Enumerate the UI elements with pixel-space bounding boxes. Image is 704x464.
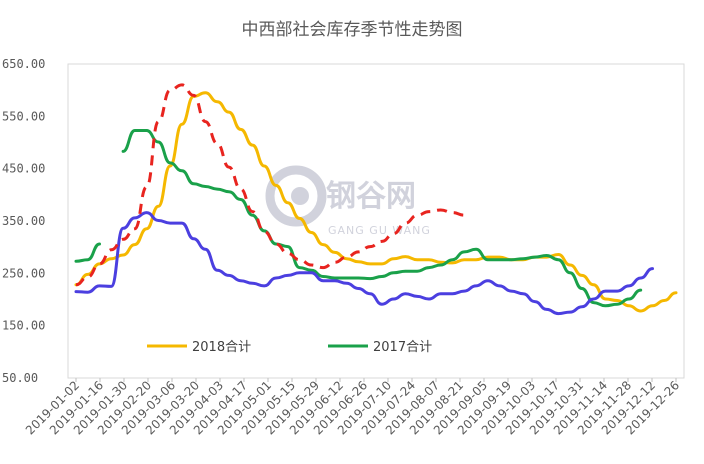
legend-label-2017: 2017合计 — [373, 340, 432, 355]
y-tick-label: 550.00 — [2, 109, 45, 123]
series-line-1 — [74, 242, 101, 263]
axes — [67, 63, 685, 379]
y-tick-label: 250.00 — [2, 266, 45, 280]
watermark-logo-dot — [291, 187, 309, 205]
watermark-brand-en: GANG GU WANG — [328, 224, 431, 237]
watermark-logo-icon — [265, 165, 327, 227]
legend-label-2018: 2018合计 — [192, 340, 251, 355]
y-tick-label: 350.00 — [2, 214, 45, 228]
watermark: 钢谷网 GANG GU WANG — [265, 165, 431, 237]
chart-title: 中西部社会库存季节性走势图 — [242, 20, 463, 40]
y-tick-label: 650.00 — [2, 57, 45, 71]
series-line-3 — [75, 83, 465, 287]
plot-frame — [67, 63, 685, 379]
watermark-brand: 钢谷网 — [326, 179, 416, 214]
y-tick-label: 50.00 — [2, 371, 38, 385]
y-axis-ticks: 50.00 150.00 250.00 350.00 450.00 550.00 650.0… — [2, 57, 45, 385]
series-line-0 — [74, 91, 678, 313]
series-line-2 — [74, 211, 654, 316]
x-axis-ticks: 2019-01-022019-01-162019-01-302019-02-20… — [23, 378, 682, 437]
series-line-1 — [121, 129, 643, 308]
y-tick-label: 450.00 — [2, 162, 45, 176]
y-tick-label: 150.00 — [2, 319, 45, 333]
series-lines — [74, 83, 678, 316]
legend: 2018合计 2017合计 — [147, 340, 432, 355]
